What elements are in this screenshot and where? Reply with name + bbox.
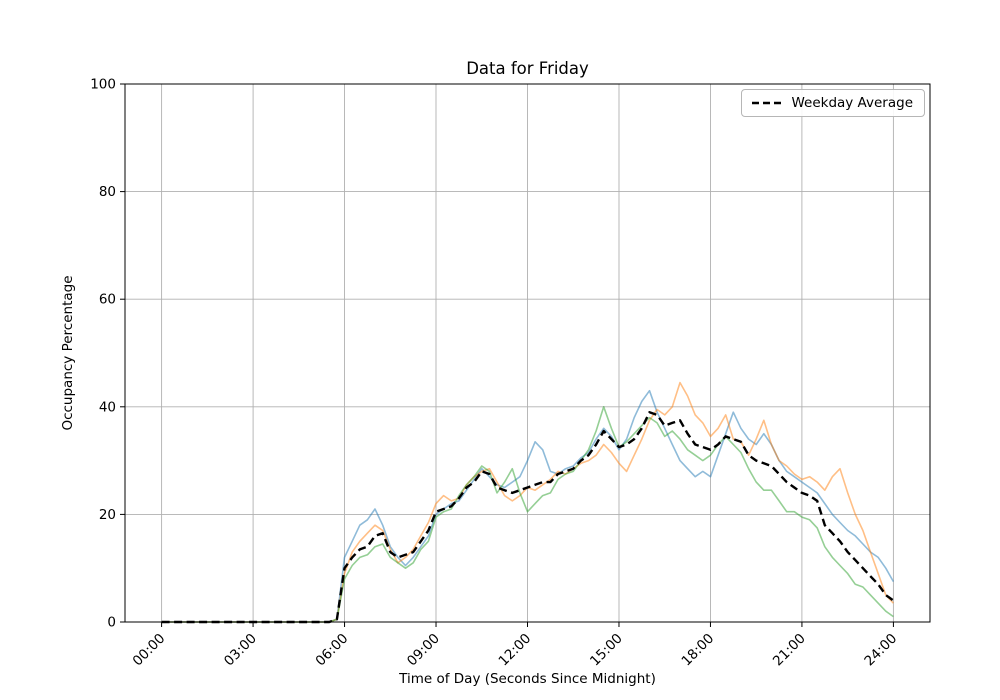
y-axis-label: Occupancy Percentage: [60, 275, 76, 431]
x-tick-label: 06:00: [313, 631, 352, 670]
x-tick-label: 12:00: [496, 631, 535, 670]
x-tick-label: 15:00: [587, 631, 626, 670]
y-tick-label: 20: [99, 507, 116, 523]
legend: Weekday Average: [741, 89, 925, 117]
x-axis-label: Time of Day (Seconds Since Midnight): [399, 671, 656, 687]
chart-title: Data for Friday: [466, 59, 589, 78]
legend-label: Weekday Average: [791, 95, 913, 111]
series-weekday-average: [161, 411, 895, 624]
x-tick-label: 09:00: [404, 631, 443, 670]
x-tick-label: 21:00: [770, 631, 809, 670]
y-tick-label: 0: [107, 615, 116, 631]
y-tick-label: 60: [99, 292, 116, 308]
y-tick-label: 100: [90, 77, 116, 93]
x-tick-label: 00:00: [130, 631, 169, 670]
legend-dashed-line-icon: [752, 101, 782, 105]
x-tick-label: 24:00: [861, 631, 900, 670]
x-tick-label: 18:00: [678, 631, 717, 670]
y-tick-label: 80: [99, 184, 116, 200]
y-tick-label: 40: [99, 399, 116, 415]
x-tick-label: 03:00: [221, 631, 260, 670]
